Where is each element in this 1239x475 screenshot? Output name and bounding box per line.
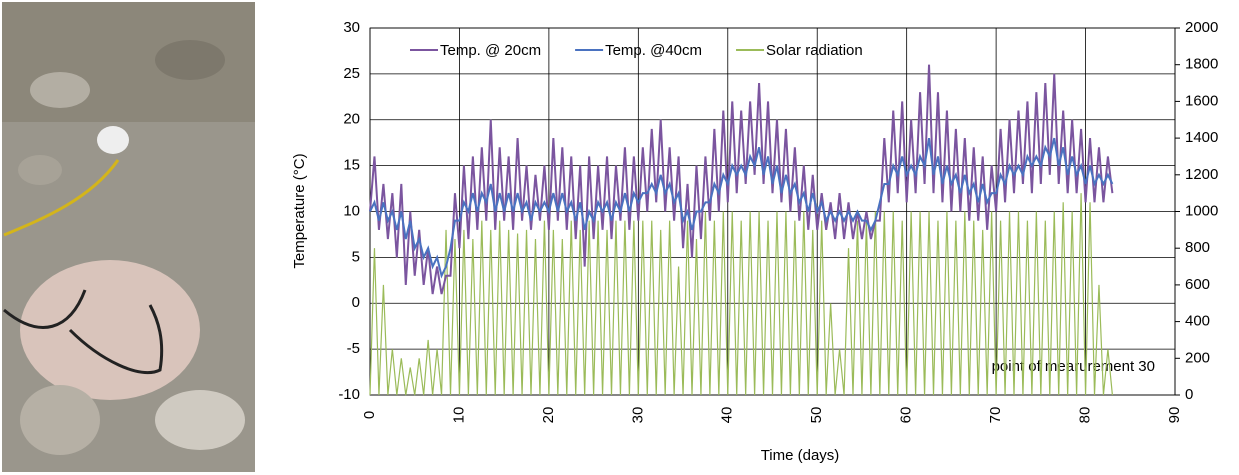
legend-item: Temp. @ 20cm xyxy=(410,42,541,59)
y2-tick-label: 800 xyxy=(1185,239,1210,256)
x-tick-label: 90 xyxy=(1166,407,1183,424)
y-tick-label: 30 xyxy=(343,19,360,36)
y-tick-label: -10 xyxy=(338,386,360,403)
y2-tick-label: 2000 xyxy=(1185,19,1218,36)
y2-tick-label: 400 xyxy=(1185,313,1210,330)
x-axis-label: Time (days) xyxy=(761,447,840,464)
legend-label: Temp. @40cm xyxy=(605,42,702,59)
y-tick-label: -5 xyxy=(347,340,360,357)
y2-tick-label: 1000 xyxy=(1185,202,1218,219)
series-line xyxy=(369,64,1114,295)
legend-item: Temp. @40cm xyxy=(575,42,702,59)
series-line xyxy=(369,137,1114,279)
series-line xyxy=(369,193,1113,396)
y2-tick-label: 0 xyxy=(1185,386,1193,403)
y2-tick-label: 1200 xyxy=(1185,166,1218,183)
y2-tick-label: 200 xyxy=(1185,349,1210,366)
y-tick-label: 15 xyxy=(343,157,360,174)
x-tick-label: 10 xyxy=(450,407,467,424)
x-tick-label: 40 xyxy=(719,407,736,424)
x-tick-label: 30 xyxy=(629,407,646,424)
y-axis-label: Temperature (°C) xyxy=(291,153,308,268)
x-tick-label: 50 xyxy=(808,407,825,424)
legend-item: Solar radiation xyxy=(736,42,863,59)
y-tick-label: 5 xyxy=(352,248,360,265)
x-tick-label: 20 xyxy=(540,407,557,424)
y2-tick-label: 1600 xyxy=(1185,92,1218,109)
x-tick-label: 80 xyxy=(1077,407,1094,424)
legend-label: Temp. @ 20cm xyxy=(440,42,541,59)
x-tick-label: 60 xyxy=(898,407,915,424)
x-tick-label: 0 xyxy=(361,411,378,419)
y-tick-label: 20 xyxy=(343,111,360,128)
y-tick-label: 25 xyxy=(343,65,360,82)
x-tick-label: 70 xyxy=(987,407,1004,424)
y-tick-label: 10 xyxy=(343,202,360,219)
y2-tick-label: 1400 xyxy=(1185,129,1218,146)
y-tick-label: 0 xyxy=(352,294,360,311)
annotation: point of mearurement 30 xyxy=(992,358,1155,375)
y2-tick-label: 600 xyxy=(1185,276,1210,293)
y2-tick-label: 1800 xyxy=(1185,56,1218,73)
legend-label: Solar radiation xyxy=(766,42,863,59)
site-photo xyxy=(2,2,255,472)
